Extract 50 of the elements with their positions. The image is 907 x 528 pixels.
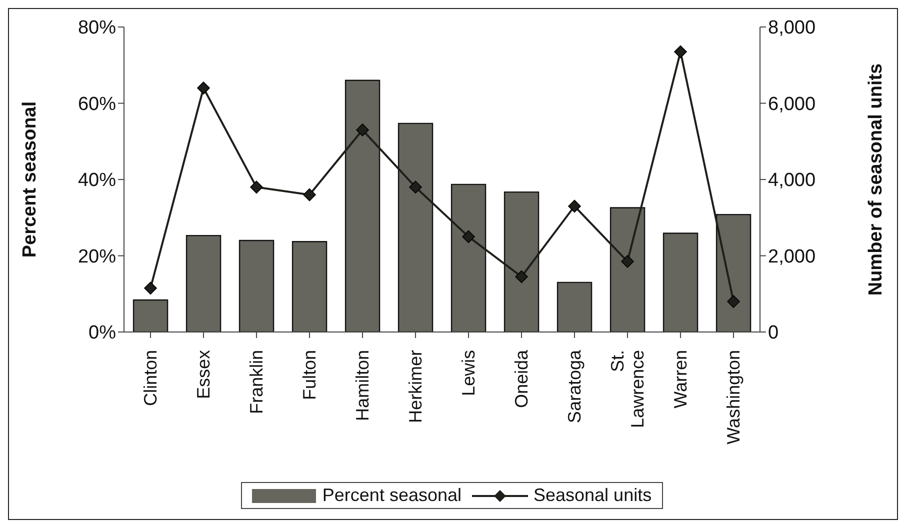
bar — [556, 282, 592, 332]
y-tick-label: 40% — [78, 170, 116, 192]
point — [462, 230, 475, 244]
point — [250, 180, 263, 194]
legend-label: Percent seasonal — [322, 485, 462, 506]
legend-label: Seasonal units — [534, 485, 652, 506]
bar — [292, 241, 328, 332]
point — [727, 295, 740, 308]
y-tick-label: 0% — [88, 322, 116, 344]
point — [674, 45, 687, 58]
x-tick-label: Lewis — [458, 350, 478, 396]
x-tick-label: St. Lawrence — [608, 350, 648, 428]
bar — [610, 207, 646, 332]
y-tick-label: 60% — [78, 94, 116, 115]
x-tick-label: Oneida — [512, 349, 532, 408]
bar — [504, 191, 540, 332]
x-tick-label: Saratoga — [564, 349, 584, 424]
point — [515, 270, 528, 284]
point — [144, 282, 157, 295]
y2-tick-label: 4,000 — [768, 170, 816, 192]
y2-axis-title: Number of seasonal units — [866, 63, 887, 296]
x-tick-label: Herkimer — [406, 350, 426, 424]
y2-tick-label: 2,000 — [768, 246, 816, 268]
x-tick-label: Washington — [724, 350, 744, 444]
point — [621, 255, 634, 268]
x-tick-label: Hamilton — [352, 350, 372, 422]
bar — [132, 299, 168, 332]
point — [409, 180, 422, 194]
bar — [186, 234, 222, 332]
x-tick-label: Clinton — [140, 350, 160, 406]
x-tick-label: Fulton — [300, 350, 320, 400]
y2-tick-label: 0 — [768, 322, 779, 344]
x-tick-label: Warren — [670, 350, 690, 408]
point — [356, 124, 369, 136]
x-tick-label: Franklin — [246, 350, 266, 414]
bar — [238, 240, 274, 332]
x-tick-label: Essex — [194, 350, 214, 400]
bar — [662, 232, 698, 332]
point — [197, 82, 210, 94]
bar — [398, 122, 434, 332]
y-tick-label: 80% — [78, 18, 116, 39]
y2-tick-label: 8,000 — [768, 18, 816, 39]
bar — [716, 214, 752, 332]
bar — [450, 184, 486, 332]
y2-tick-label: 6,000 — [768, 94, 816, 115]
y-tick-label: 20% — [78, 246, 116, 268]
y-axis-title: Percent seasonal — [20, 101, 41, 258]
point — [303, 188, 316, 202]
point — [568, 200, 581, 213]
bar — [344, 80, 380, 332]
